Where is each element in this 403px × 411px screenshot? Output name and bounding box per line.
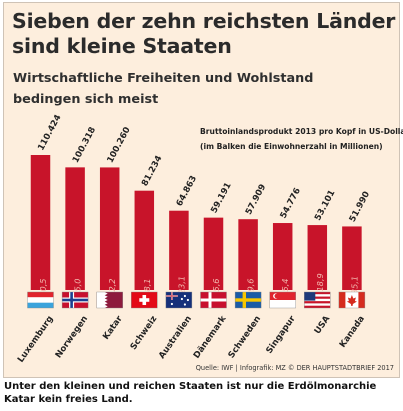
- norway-flag-icon: [61, 291, 89, 309]
- flag-band: [338, 292, 346, 308]
- bar-kanada: [342, 226, 362, 290]
- chart-note-line: (im Balken die Einwohnerzahl in Millione…: [200, 142, 383, 151]
- bar-chart: Bruttoinlandsprodukt 2013 pro Kopf in US…: [16, 113, 403, 372]
- flag-stripe: [304, 296, 331, 299]
- flag-border: [61, 291, 89, 309]
- population-label: 5,6: [211, 278, 221, 291]
- value-label: 57.909: [244, 183, 268, 217]
- footer-caption: Unter den kleinen und reichen Staaten is…: [4, 381, 377, 405]
- category-label: Dänemark: [192, 314, 229, 361]
- category-label: Katar: [101, 314, 125, 342]
- flag-cross: [139, 298, 150, 302]
- population-label: 318,9: [315, 273, 325, 296]
- flag-cross: [62, 298, 89, 302]
- flag-stripe: [304, 305, 331, 308]
- flag-star: [180, 297, 183, 301]
- flag-stripe: [304, 292, 331, 295]
- value-label: 110.424: [36, 113, 63, 152]
- population-label: 35,1: [349, 276, 359, 294]
- value-label: 100.260: [106, 126, 133, 165]
- flag-border: [234, 291, 262, 309]
- flag-border: [338, 291, 366, 309]
- flag-star: [186, 298, 189, 302]
- value-label: 64.863: [175, 174, 199, 208]
- flag-stripe: [27, 297, 54, 303]
- flag-stripe: [269, 292, 296, 300]
- bar-norwegen: [65, 167, 85, 290]
- category-label: Luxemburg: [16, 314, 56, 364]
- flag-border: [304, 291, 331, 309]
- value-label: 54.776: [279, 186, 303, 220]
- flag-band: [358, 292, 365, 308]
- switzerland-flag-icon: [131, 291, 158, 309]
- population-label: 5,0: [73, 278, 83, 291]
- flag-stripe: [304, 294, 331, 297]
- chart-note: Bruttoinlandsprodukt 2013 pro Kopf in US…: [200, 127, 403, 151]
- flag-border: [269, 291, 296, 309]
- flag-stripe: [304, 301, 331, 304]
- flag-cross: [235, 298, 262, 302]
- flag-border: [96, 291, 123, 309]
- value-label: 53.101: [313, 188, 337, 222]
- flag-star: [183, 303, 186, 306]
- flag-stripe: [304, 298, 331, 302]
- flag-cross: [200, 298, 227, 302]
- category-label: Schweiz: [129, 314, 160, 352]
- usa-flag-icon: [304, 291, 331, 309]
- value-label: 81.234: [140, 154, 164, 188]
- flag-stripe: [27, 302, 54, 308]
- flag-border: [200, 291, 227, 309]
- singapore-flag-icon: [269, 291, 296, 309]
- population-label: 8,1: [142, 278, 152, 291]
- bar-usa: [307, 225, 328, 290]
- category-label: Australien: [157, 314, 194, 361]
- flag-border: [165, 291, 193, 309]
- bar-schweiz: [134, 190, 155, 290]
- flag-canton: [304, 292, 316, 301]
- bar-australien: [169, 210, 189, 290]
- denmark-flag-icon: [200, 291, 227, 309]
- value-label: 51.990: [348, 190, 372, 224]
- flag-star: [170, 302, 173, 306]
- category-label: Norwegen: [54, 314, 90, 360]
- value-label: 100.318: [71, 125, 98, 164]
- chart-title: Sieben der zehn reichsten Länder sind kl…: [12, 9, 396, 58]
- flag-stripe: [304, 303, 331, 306]
- population-label: 2,2: [107, 278, 117, 291]
- population-label: 0,5: [38, 278, 48, 291]
- population-label: 5,4: [280, 278, 290, 291]
- qatar-flag-icon: [96, 291, 123, 309]
- category-label: Kanada: [338, 314, 367, 350]
- chart-note-line: Bruttoinlandsprodukt 2013 pro Kopf in US…: [200, 127, 403, 136]
- flag-border: [131, 291, 158, 309]
- flag-star: [183, 294, 186, 298]
- flag-border: [27, 291, 54, 309]
- flag-stripe: [269, 300, 296, 308]
- value-label: 59.191: [209, 181, 233, 215]
- luxembourg-flag-icon: [27, 291, 54, 309]
- category-label: Schweden: [227, 314, 263, 360]
- flag-crescent: [274, 293, 280, 299]
- bar-singapur: [272, 223, 293, 290]
- flag-union: [171, 292, 173, 300]
- category-label: Singapur: [264, 314, 298, 356]
- population-label: 9,6: [246, 278, 256, 291]
- bar-dänemark: [203, 217, 224, 290]
- australia-flag-icon: [165, 291, 193, 309]
- canada-flag-icon: [338, 291, 366, 309]
- bar-luxemburg: [30, 155, 51, 290]
- bar-katar: [99, 167, 120, 290]
- flag-serration: [96, 292, 108, 308]
- chart-subtitle: Wirtschaftliche Freiheiten und Wohlstand…: [13, 71, 314, 107]
- bar-schweden: [238, 219, 258, 290]
- source-note: Quelle: IWF | Infografik: MZ © DER HAUPT…: [196, 364, 394, 372]
- category-label: USA: [313, 314, 333, 336]
- flag-leaf: [346, 295, 357, 306]
- population-label: 23,1: [176, 276, 186, 294]
- flag-stripe: [27, 292, 54, 298]
- sweden-flag-icon: [234, 291, 262, 309]
